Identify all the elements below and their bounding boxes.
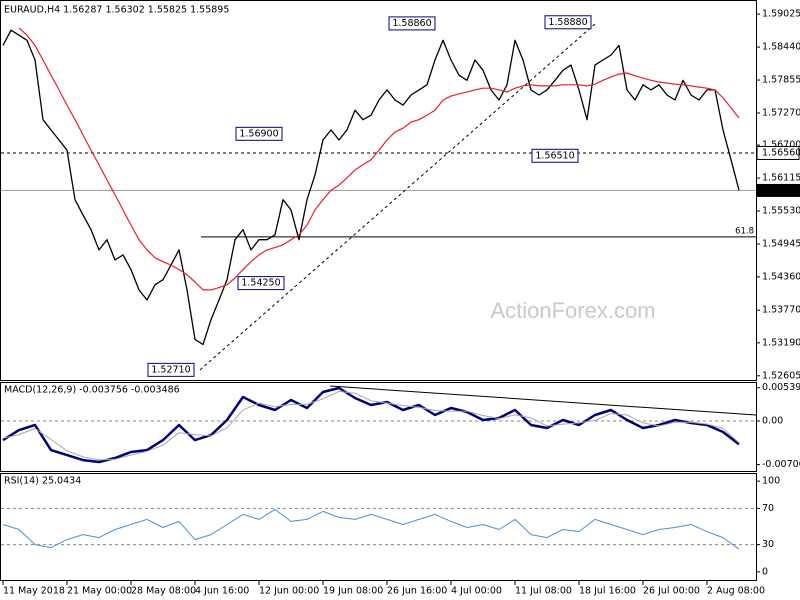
price-annotation-box xyxy=(237,276,285,291)
x-tick-label: 21 May 00:00 xyxy=(67,586,132,597)
price-annotation: 1.56510 xyxy=(535,150,574,161)
x-tick-label: 26 Jul 00:00 xyxy=(643,586,700,597)
x-tick-label: 2 Aug 08:00 xyxy=(707,586,765,597)
line-series xyxy=(2,29,740,346)
y-tick-label: 30 xyxy=(762,539,774,550)
macd-frame xyxy=(0,382,757,472)
x-tick-label: 11 Jul 08:00 xyxy=(515,586,572,597)
y-tick-label: 1.57855 xyxy=(762,75,800,86)
x-tick-label: 4 Jul 00:00 xyxy=(451,586,502,597)
x-tick-label: 11 May 2018 xyxy=(3,586,65,597)
price-frame xyxy=(0,0,757,381)
watermark: ActionForex.com xyxy=(490,298,655,323)
price-annotation-box xyxy=(531,148,579,163)
panel xyxy=(1,507,756,550)
x-tick-label: 26 Jun 16:00 xyxy=(387,586,447,597)
current-price-label: 1.55895 xyxy=(762,185,800,196)
y-tick-label: 1.58440 xyxy=(762,42,800,53)
level-label-box xyxy=(756,145,800,160)
x-tick-label: 19 Jun 08:00 xyxy=(323,586,383,597)
y-tick-label: 1.52605 xyxy=(762,370,800,381)
rsi-frame xyxy=(0,473,757,581)
x-tick-label: 28 May 08:00 xyxy=(131,586,196,597)
price-annotation-box xyxy=(147,362,195,377)
price-annotation-box xyxy=(388,16,436,31)
macd-series xyxy=(2,390,740,461)
price-annotation-box xyxy=(544,15,592,30)
y-tick-label: 1.56700 xyxy=(762,140,800,151)
level-label: 1.56560 xyxy=(762,147,800,158)
y-tick-label: 1.56115 xyxy=(762,173,800,184)
y-tick-label: 0 xyxy=(762,566,768,577)
panel-title: RSI(14) 25.0434 xyxy=(4,476,81,487)
y-tick-label: 1.57270 xyxy=(762,107,800,118)
fibo-label: 61.8 xyxy=(735,226,754,236)
y-tick-label: 1.54360 xyxy=(762,271,800,282)
price-annotation-box xyxy=(235,126,283,141)
macd-trendline xyxy=(329,385,757,416)
y-tick-label: 1.55530 xyxy=(762,205,800,216)
panel-title: EURAUD,H4 1.56287 1.56302 1.55825 1.5589… xyxy=(4,5,229,16)
trendline xyxy=(199,21,598,371)
price-annotation: 1.58860 xyxy=(392,18,431,29)
y-tick-label: 1.59025 xyxy=(762,9,800,20)
y-tick-label: 1.54945 xyxy=(762,238,800,249)
rsi-series xyxy=(2,508,740,550)
x-tick-label: 4 Jun 16:00 xyxy=(195,586,249,597)
y-tick-label: 1.53770 xyxy=(762,305,800,316)
y-tick-label: 100 xyxy=(762,476,780,487)
y-tick-label: 0.00 xyxy=(762,416,783,427)
x-tick-label: 18 Jul 16:00 xyxy=(579,586,636,597)
y-tick-label: 0.005398 xyxy=(762,382,800,393)
y-tick-label: 1.53190 xyxy=(762,337,800,348)
macd-series xyxy=(2,386,740,464)
current-price-box xyxy=(757,183,800,197)
panel-title: MACD(12,26,9) -0.003756 -0.003486 xyxy=(4,385,180,396)
price-annotation: 1.58880 xyxy=(548,17,587,28)
y-tick-label: 70 xyxy=(762,503,774,514)
price-annotation: 1.54250 xyxy=(241,278,280,289)
panel xyxy=(1,21,756,371)
line-series xyxy=(18,27,740,291)
price-annotation: 1.52710 xyxy=(151,364,190,375)
price-annotation: 1.56900 xyxy=(239,128,278,139)
panel xyxy=(1,386,756,464)
y-tick-label: -0.007064 xyxy=(762,459,800,470)
x-tick-label: 12 Jun 00:00 xyxy=(259,586,319,597)
